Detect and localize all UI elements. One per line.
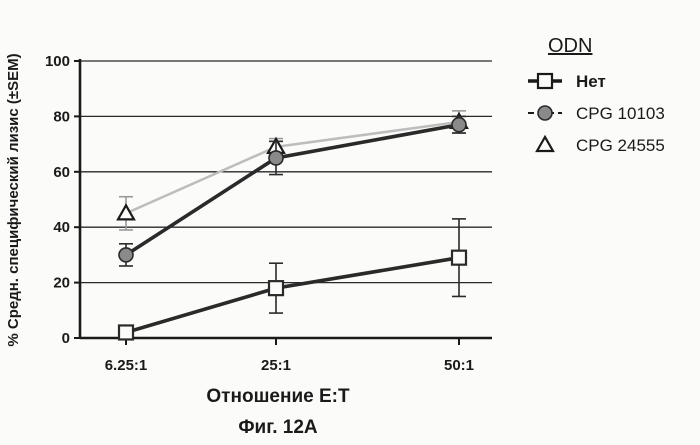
y-tick-label: 100 — [45, 53, 70, 70]
data-point — [119, 248, 133, 262]
legend-marker-circle — [538, 106, 552, 120]
legend-item: CPG 10103 — [528, 104, 665, 123]
series-нет — [119, 219, 466, 340]
y-tick-label: 40 — [53, 219, 70, 236]
legend-item: Нет — [528, 72, 606, 91]
legend-item: CPG 24555 — [537, 136, 665, 155]
series-layer — [118, 111, 467, 340]
series-line — [126, 122, 459, 213]
y-tick-label: 20 — [53, 275, 70, 292]
data-point — [269, 281, 283, 295]
legend-label: CPG 24555 — [576, 136, 665, 155]
data-point — [118, 205, 134, 219]
x-tick-labels: 6.25:1 25:1 50:1 — [105, 338, 474, 374]
x-tick-label: 25:1 — [261, 357, 291, 374]
y-tick-label: 80 — [53, 108, 70, 125]
legend-label: Нет — [576, 72, 606, 91]
x-tick-label: 50:1 — [444, 357, 474, 374]
data-point — [452, 251, 466, 265]
y-axis-label: % Средн. специфический лизис (±SEM) — [5, 53, 22, 346]
data-point — [119, 325, 133, 339]
axes — [80, 59, 492, 338]
data-point — [452, 118, 466, 132]
y-tick-labels: 0 20 40 60 80 100 — [45, 53, 70, 347]
x-axis-label: Отношение E:T — [206, 386, 350, 407]
grid-lines — [74, 61, 492, 338]
legend-title: ODN — [548, 35, 592, 57]
figure-label: Фиг. 12А — [238, 417, 318, 438]
legend-marker-square — [538, 74, 552, 88]
series-cpg-24555 — [118, 111, 467, 230]
y-tick-label: 60 — [53, 164, 70, 181]
series-cpg-10103 — [119, 116, 466, 266]
y-tick-label: 0 — [62, 330, 70, 347]
series-line — [126, 258, 459, 333]
legend: ODN Нет CPG 10103 CPG 24555 — [528, 35, 665, 155]
x-tick-label: 6.25:1 — [105, 357, 148, 374]
legend-label: CPG 10103 — [576, 104, 665, 123]
data-point — [269, 151, 283, 165]
legend-marker-triangle — [537, 137, 553, 151]
